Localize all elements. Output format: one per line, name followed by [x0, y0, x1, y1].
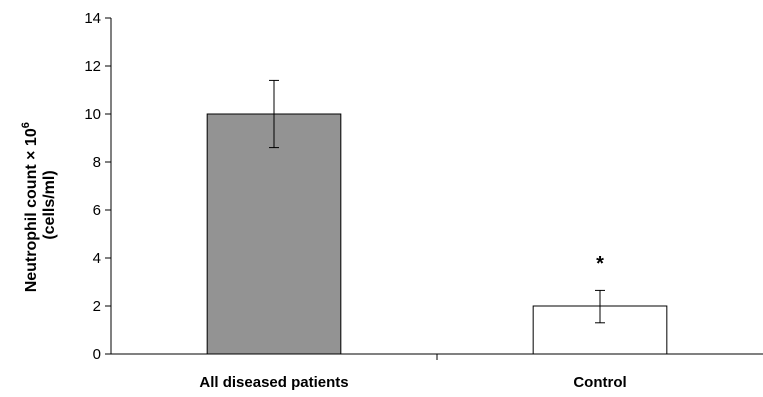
y-axis: 0 2 4 6 8 10 12 14	[84, 10, 112, 363]
y-tick-label: 10	[84, 106, 101, 123]
y-tick-label: 0	[93, 346, 101, 363]
x-category-label: Control	[573, 374, 626, 391]
x-axis: All diseased patients Control	[111, 353, 763, 391]
significance-marker: *	[596, 253, 604, 275]
y-tick-label: 6	[93, 202, 101, 219]
annotations: *	[596, 253, 604, 275]
x-category-label: All diseased patients	[199, 374, 348, 391]
y-tick-label: 14	[84, 10, 101, 27]
bars	[206, 113, 668, 355]
y-tick-label: 4	[93, 250, 101, 267]
error-bars	[269, 79, 605, 324]
y-tick-label: 8	[93, 154, 101, 171]
y-tick-label: 2	[93, 298, 101, 315]
bar-1	[206, 113, 342, 355]
y-axis-label-line2: (cells/ml)	[41, 170, 58, 239]
y-axis-label: Neutrophil count × 106 (cells/ml)	[16, 118, 58, 293]
y-tick-label: 12	[84, 58, 101, 75]
y-axis-label-line1: Neutrophil count × 10	[23, 128, 40, 292]
y-axis-label-superscript: 6	[20, 122, 32, 128]
